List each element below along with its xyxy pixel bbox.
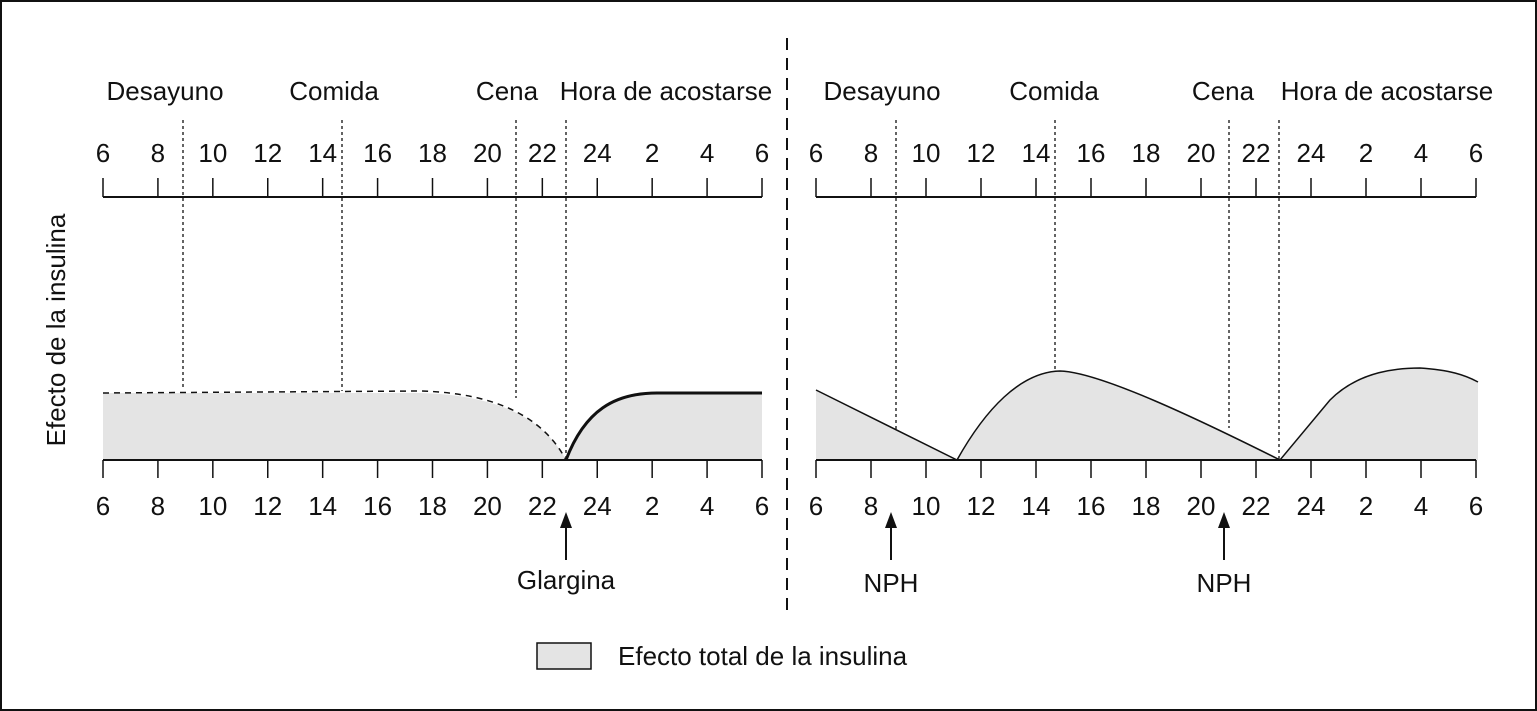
hour-label: 6 — [809, 138, 823, 168]
hour-label: 18 — [418, 491, 447, 521]
hour-label: 22 — [1242, 491, 1271, 521]
hour-label: 14 — [308, 138, 337, 168]
hour-label: 4 — [1414, 491, 1428, 521]
hour-label: 6 — [96, 138, 110, 168]
hour-label: 12 — [967, 491, 996, 521]
glargina-curve — [564, 391, 762, 461]
meal-label: Hora de acostarse — [560, 76, 772, 106]
hour-label: 6 — [1469, 138, 1483, 168]
effect-curve — [102, 390, 567, 461]
hour-label: 2 — [645, 138, 659, 168]
hour-label: 2 — [1359, 138, 1373, 168]
y-axis-label: Efecto de la insulina — [41, 213, 71, 446]
hour-label: 8 — [864, 491, 878, 521]
hour-label: 10 — [912, 138, 941, 168]
hour-label: 12 — [967, 138, 996, 168]
legend-swatch — [536, 642, 592, 670]
nph-curve — [815, 367, 1479, 461]
hour-label: 2 — [645, 491, 659, 521]
hour-label: 20 — [473, 491, 502, 521]
hour-label: 20 — [473, 138, 502, 168]
meal-label: Comida — [1009, 76, 1099, 106]
hour-label: 8 — [151, 138, 165, 168]
hour-label: 10 — [198, 138, 227, 168]
hour-label: 12 — [253, 491, 282, 521]
hour-label: 14 — [1022, 491, 1051, 521]
hour-label: 16 — [1077, 138, 1106, 168]
hour-label: 8 — [151, 491, 165, 521]
meal-label: Hora de acostarse — [1281, 76, 1493, 106]
hour-label: 20 — [1187, 491, 1216, 521]
hour-label: 18 — [418, 138, 447, 168]
hour-label: 16 — [363, 491, 392, 521]
hour-label: 8 — [864, 138, 878, 168]
injection-label: Glargina — [517, 565, 616, 595]
hour-label: 14 — [308, 491, 337, 521]
hour-label: 16 — [363, 138, 392, 168]
hour-label: 22 — [528, 491, 557, 521]
hour-label: 6 — [96, 491, 110, 521]
hour-label: 14 — [1022, 138, 1051, 168]
hour-label: 6 — [809, 491, 823, 521]
meal-label: Desayuno — [106, 76, 223, 106]
arrow-head — [560, 512, 572, 528]
meal-label: Desayuno — [823, 76, 940, 106]
hour-label: 10 — [198, 491, 227, 521]
hour-label: 24 — [583, 491, 612, 521]
hour-label: 4 — [700, 491, 714, 521]
arrow-head — [1218, 512, 1230, 528]
injection-label: NPH — [864, 568, 919, 598]
meal-label: Comida — [289, 76, 379, 106]
hour-label: 22 — [528, 138, 557, 168]
injection-label: NPH — [1197, 568, 1252, 598]
hour-label: 16 — [1077, 491, 1106, 521]
meal-label: Cena — [476, 76, 539, 106]
hour-label: 6 — [755, 491, 769, 521]
meal-label: Cena — [1192, 76, 1255, 106]
hour-label: 12 — [253, 138, 282, 168]
hour-label: 24 — [583, 138, 612, 168]
hour-label: 18 — [1132, 138, 1161, 168]
hour-label: 24 — [1297, 138, 1326, 168]
total-effect-area — [103, 393, 762, 460]
arrow-head — [885, 512, 897, 528]
hour-label: 10 — [912, 491, 941, 521]
total-effect-area — [816, 368, 1478, 460]
hour-label: 24 — [1297, 491, 1326, 521]
legend-label: Efecto total de la insulina — [618, 641, 908, 671]
hour-label: 6 — [755, 138, 769, 168]
hour-label: 6 — [1469, 491, 1483, 521]
hour-label: 22 — [1242, 138, 1271, 168]
hour-label: 2 — [1359, 491, 1373, 521]
hour-label: 20 — [1187, 138, 1216, 168]
hour-label: 4 — [700, 138, 714, 168]
hour-label: 4 — [1414, 138, 1428, 168]
hour-label: 18 — [1132, 491, 1161, 521]
